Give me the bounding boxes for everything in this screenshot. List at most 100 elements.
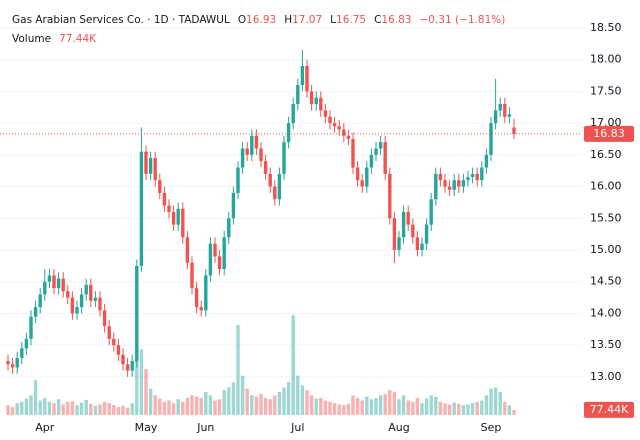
candle-body [305, 65, 309, 92]
volume-bar [447, 404, 452, 415]
volume-bar [116, 407, 121, 415]
volume-bar [10, 407, 15, 415]
x-tick-label: Jul [290, 421, 304, 434]
candle-body [199, 307, 203, 311]
candle-body [342, 129, 346, 136]
candle-body [351, 138, 355, 168]
volume-bar [75, 405, 79, 415]
y-tick-label: 18.50 [590, 21, 622, 34]
ohlc-label: O [237, 14, 247, 26]
candle-body [153, 158, 157, 181]
volume-bar [263, 397, 268, 415]
candle-body [112, 338, 116, 346]
volume-bar [208, 395, 213, 415]
candle-body [250, 135, 254, 155]
volume-box [584, 401, 634, 418]
volume-bar [305, 390, 309, 415]
ohlc-label: L [330, 14, 337, 26]
volume-bar [475, 401, 479, 415]
volume-bar [15, 403, 19, 415]
volume-bar [125, 407, 130, 415]
candle-body [116, 345, 121, 355]
volume-bar [470, 403, 475, 415]
volume-bar [6, 405, 10, 415]
volume-bar [231, 382, 236, 415]
legend: Gas Arabian Services Co. · 1D · TADAWUL … [12, 11, 505, 49]
volume-bar [24, 398, 29, 415]
candle-body [93, 297, 98, 301]
y-tick-label: 14.00 [590, 306, 622, 319]
volume-bar [484, 395, 489, 415]
candle-body [66, 291, 70, 298]
candle-body [263, 161, 268, 174]
volume-bar [360, 400, 364, 415]
candle-body [24, 338, 29, 349]
volume-bar [79, 402, 84, 415]
volume-bar [457, 403, 461, 415]
volume-bar [250, 395, 254, 415]
candle-body [291, 104, 295, 124]
volume-bar [351, 395, 355, 415]
candle-body [139, 151, 144, 266]
volume-bar [61, 404, 65, 415]
volume-title: Volume [12, 33, 52, 45]
candle-body [158, 180, 162, 193]
candle-body [328, 116, 332, 124]
last-price-box [584, 125, 634, 142]
volume-bar [319, 397, 323, 415]
candle-body [70, 297, 75, 314]
candle-body [52, 275, 56, 289]
volume-bar [29, 395, 33, 415]
volume-bar [503, 401, 507, 415]
volume-bar [342, 405, 346, 415]
volume-bar [144, 369, 148, 415]
volume-bar [185, 397, 190, 415]
candle-body [503, 104, 507, 117]
volume-bar [291, 315, 295, 415]
candle-body [171, 211, 176, 225]
candle-body [135, 265, 139, 362]
volume-bar [112, 405, 116, 415]
candle-body [89, 284, 93, 301]
volume-bar [259, 394, 263, 415]
ohlc-label: H [284, 14, 293, 26]
y-tick-label: 15.50 [590, 211, 622, 224]
volume-bar [314, 398, 318, 415]
candle-body [240, 148, 245, 168]
volume-bar [148, 388, 153, 415]
candle-body [452, 180, 456, 190]
candle-body [397, 237, 401, 251]
volume-bar [424, 398, 429, 415]
candle-body [125, 364, 130, 371]
candle-body [194, 288, 199, 308]
candle-body [43, 281, 47, 295]
volume-bar [378, 395, 383, 415]
candle-body [434, 173, 438, 200]
volume-bar [84, 399, 88, 415]
candle-body [498, 104, 502, 111]
candle-body [480, 167, 484, 181]
candle-body [185, 237, 190, 263]
candle-body [15, 357, 19, 368]
volume-bar [33, 380, 38, 415]
volume-bar [89, 403, 93, 415]
candle-body [282, 142, 286, 174]
volume-bar [158, 398, 162, 415]
candle-body [204, 275, 208, 311]
last-price-label: 16.83 [593, 127, 625, 140]
candle-body [236, 167, 240, 193]
candle-body [355, 167, 360, 181]
volume-bar [406, 400, 410, 415]
candle-body [401, 211, 406, 238]
x-tick-label: Aug [388, 421, 409, 434]
volume-bar [38, 400, 42, 415]
y-tick-label: 16.50 [590, 148, 622, 161]
candle-body [38, 294, 42, 308]
volume-bar [139, 349, 144, 415]
volume-bar [162, 401, 167, 415]
volume-bar [167, 400, 171, 415]
volume-bar [176, 399, 180, 415]
volume-bar [194, 396, 199, 415]
candle-body [102, 310, 107, 327]
